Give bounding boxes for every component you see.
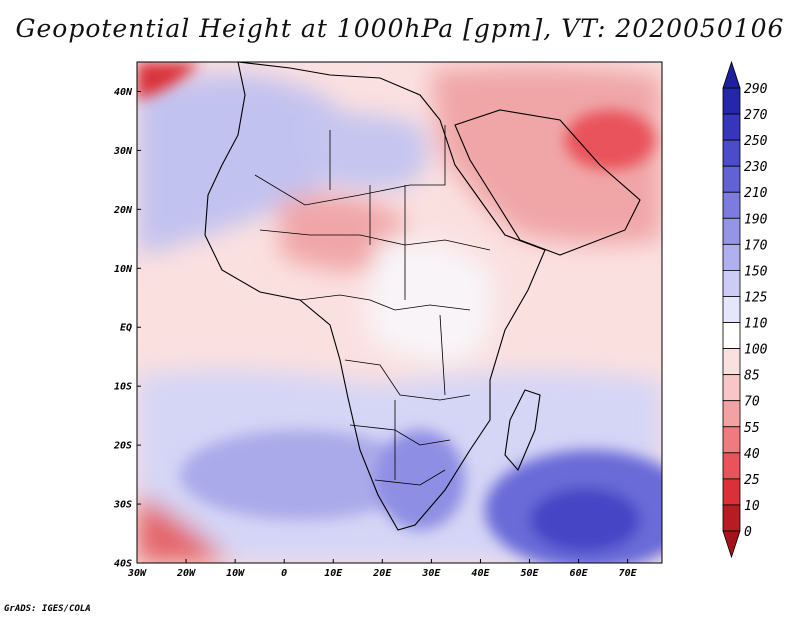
colorbar-label: 270	[744, 108, 768, 123]
colorbar-label: 210	[744, 186, 768, 201]
colorbar-min-arrow	[722, 530, 741, 559]
colorbar-label: 55	[744, 421, 760, 436]
colorbar-label: 85	[744, 369, 760, 384]
lat-tick-label: 20N	[113, 205, 133, 216]
lat-tick-label: 20S	[113, 441, 132, 452]
colorbar-segment	[722, 243, 741, 271]
border-line	[344, 359, 471, 401]
border-line	[439, 314, 446, 396]
lon-tick-label: 30E	[421, 568, 441, 579]
border-line	[374, 469, 446, 486]
border-line	[299, 294, 471, 311]
colorbar-segment	[722, 113, 741, 141]
colorbar-label: 110	[744, 317, 768, 332]
lon-tick-label: 20E	[372, 568, 392, 579]
colorbar-label: 25	[744, 473, 760, 488]
lat-tick-label: 10S	[114, 382, 132, 393]
lat-tick-label: EQ	[120, 323, 132, 334]
lon-tick-label: 20W	[176, 568, 196, 579]
colorbar: 0 10 25 40 55 70 85 100 110 125 150 170 190 210 230 250…	[722, 60, 768, 559]
lon-tick-label: 60E	[570, 568, 589, 579]
chart-title: Geopotential Height at 1000hPa [gpm], VT…	[15, 14, 785, 43]
height-field	[137, 62, 662, 563]
colorbar-segment	[722, 452, 741, 480]
colorbar-segment	[722, 139, 741, 167]
colorbar-segment	[722, 296, 741, 323]
colorbar-label: 40	[744, 447, 760, 462]
lat-tick-label: 30N	[113, 146, 133, 157]
border-line	[254, 125, 446, 206]
colorbar-label: 290	[744, 82, 768, 97]
lon-tick-label: 10W	[226, 568, 245, 579]
colorbar-label: 0	[744, 525, 752, 540]
lon-tick-label: 70E	[619, 568, 638, 579]
lon-tick-label: 40E	[471, 568, 490, 579]
colorbar-segment	[722, 400, 741, 428]
border-line	[349, 424, 451, 446]
colorbar-segment	[722, 322, 741, 349]
border-line	[259, 229, 491, 251]
colorbar-label: 190	[744, 212, 768, 227]
colorbar-segment	[722, 191, 741, 219]
coastlines	[204, 62, 641, 531]
lat-tick-label: 40S	[114, 559, 132, 570]
colorbar-max-arrow	[722, 60, 741, 89]
africa-coastline	[204, 62, 546, 531]
colorbar-segment	[722, 374, 741, 402]
colorbar-label: 230	[744, 160, 768, 175]
colorbar-segment	[722, 165, 741, 193]
madagascar-coastline	[504, 389, 541, 472]
colorbar-label: 70	[744, 395, 760, 410]
colorbar-label: 125	[744, 290, 768, 305]
grads-credit: GrADS: IGES/COLA	[4, 604, 91, 614]
lon-tick-label: 30W	[127, 568, 147, 579]
colorbar-label: 150	[744, 264, 768, 279]
country-borders	[254, 125, 491, 486]
colorbar-segment	[722, 478, 741, 506]
colorbar-segment	[722, 426, 741, 454]
colorbar-segment	[722, 504, 741, 532]
lon-tick-label: 50E	[520, 568, 539, 579]
lat-tick-label: 30S	[113, 500, 132, 511]
lon-tick-label: 0	[281, 568, 287, 579]
colorbar-segment	[722, 217, 741, 245]
colorbar-label: 250	[744, 134, 768, 149]
lat-tick-label: 10N	[114, 264, 133, 275]
colorbar-segment	[722, 87, 741, 115]
lon-tick-label: 10E	[324, 568, 343, 579]
colorbar-label: 10	[744, 499, 760, 514]
colorbar-label: 170	[744, 238, 768, 253]
arabia-coastline	[454, 109, 641, 256]
map-frame	[136, 61, 663, 564]
colorbar-segment	[722, 270, 741, 297]
lat-tick-label: 40N	[114, 87, 133, 98]
colorbar-segment	[722, 348, 741, 376]
colorbar-label: 100	[744, 343, 768, 358]
